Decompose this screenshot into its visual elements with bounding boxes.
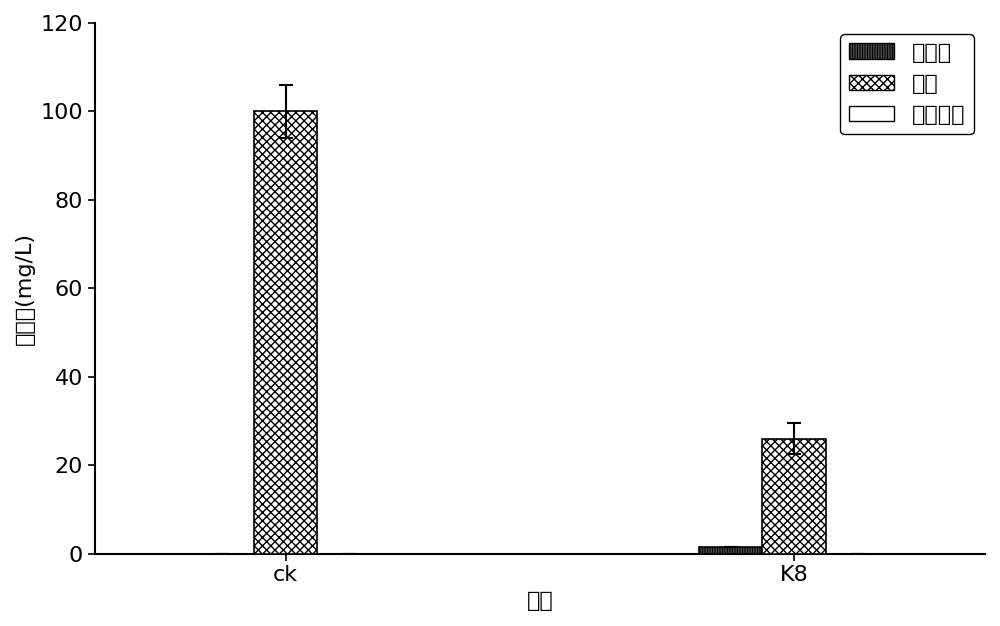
X-axis label: 处理: 处理: [527, 591, 553, 611]
Bar: [699, 547, 762, 553]
Y-axis label: 氮含量(mg/L): 氮含量(mg/L): [15, 232, 35, 345]
Bar: [254, 111, 317, 553]
Bar: [762, 439, 826, 553]
Legend: 确态氮, 氨氮, 亚确态氮: 确态氮, 氨氮, 亚确态氮: [840, 34, 974, 134]
